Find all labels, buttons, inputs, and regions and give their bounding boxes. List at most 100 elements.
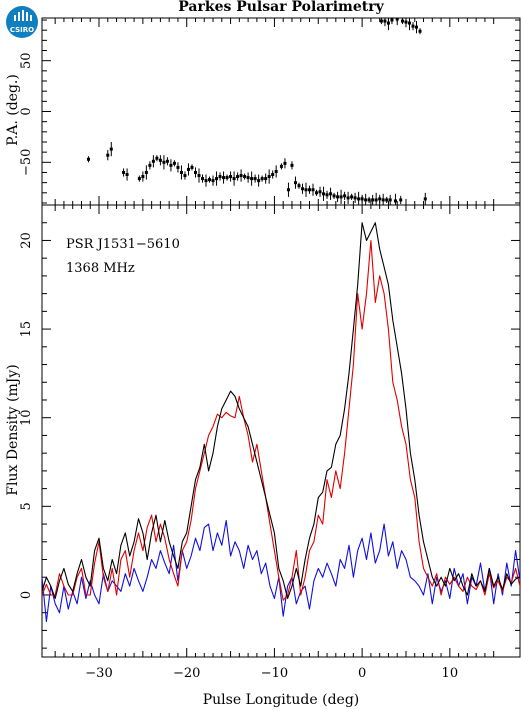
flux-xtick-label: 0 bbox=[358, 666, 366, 681]
pa-point bbox=[407, 21, 411, 25]
pa-point bbox=[343, 194, 347, 198]
pa-point bbox=[381, 198, 385, 202]
flux-lines bbox=[42, 222, 520, 623]
flux-xtick-label: −10 bbox=[261, 666, 288, 681]
pa-point bbox=[122, 170, 126, 174]
pa-point bbox=[274, 169, 278, 173]
pa-point bbox=[385, 198, 389, 202]
pa-point bbox=[148, 163, 152, 167]
pa-point bbox=[151, 159, 155, 163]
pa-point bbox=[404, 20, 408, 24]
flux-frame bbox=[41, 204, 521, 658]
chart-title: Parkes Pulsar Polarimetry bbox=[178, 0, 384, 15]
flux-series-line-0 bbox=[42, 222, 520, 600]
pa-point bbox=[304, 188, 308, 192]
pa-point bbox=[141, 175, 145, 179]
pa-ytick-label: −50 bbox=[19, 149, 34, 176]
flux-xtick-label: −30 bbox=[85, 666, 112, 681]
pa-point bbox=[109, 147, 113, 151]
psr-name-annotation: PSR J1531−5610 bbox=[66, 237, 180, 252]
pa-point bbox=[378, 197, 382, 201]
pa-point bbox=[332, 194, 336, 198]
pa-point bbox=[346, 196, 350, 200]
pa-point bbox=[162, 160, 166, 164]
pa-point bbox=[400, 19, 404, 23]
pa-point bbox=[264, 177, 268, 181]
pa-axis-label: P.A. (deg.) bbox=[5, 74, 21, 146]
pa-point bbox=[279, 164, 283, 168]
pa-point bbox=[155, 156, 159, 160]
pa-point bbox=[137, 177, 141, 181]
pa-point bbox=[311, 188, 315, 192]
pa-point bbox=[158, 158, 162, 162]
pa-point bbox=[329, 192, 333, 196]
pa-point bbox=[215, 177, 219, 181]
pa-point bbox=[350, 195, 354, 199]
pa-point bbox=[197, 174, 201, 178]
pa-point bbox=[201, 177, 205, 181]
pa-point bbox=[374, 198, 378, 202]
pa-point bbox=[395, 18, 399, 21]
pa-points bbox=[86, 18, 427, 205]
pa-point bbox=[271, 173, 275, 177]
pa-point bbox=[125, 173, 129, 177]
pa-point bbox=[388, 198, 392, 202]
flux-series-line-2 bbox=[42, 519, 520, 623]
pa-point bbox=[322, 192, 326, 196]
pa-point bbox=[190, 165, 194, 169]
pa-point bbox=[236, 175, 240, 179]
pa-point bbox=[179, 170, 183, 174]
pa-point bbox=[386, 21, 390, 25]
pa-point bbox=[393, 199, 397, 203]
pa-point bbox=[243, 175, 247, 179]
pa-point bbox=[336, 195, 340, 199]
pa-point bbox=[300, 187, 304, 191]
pa-point bbox=[286, 188, 290, 192]
x-axis-label: Pulse Longitude (deg) bbox=[203, 692, 360, 708]
pa-point bbox=[144, 170, 148, 174]
flux-ytick-label: 10 bbox=[19, 409, 34, 426]
flux-xtick-label: 10 bbox=[442, 666, 459, 681]
pa-point bbox=[357, 197, 361, 201]
pa-point bbox=[250, 177, 254, 181]
pa-point bbox=[253, 177, 257, 181]
pa-point bbox=[290, 163, 294, 167]
pa-point bbox=[208, 178, 212, 182]
pa-point bbox=[364, 198, 368, 202]
csiro-logo-text: CSIRO bbox=[10, 26, 34, 34]
pa-point bbox=[169, 163, 173, 167]
pa-point bbox=[204, 179, 208, 183]
pa-point bbox=[211, 179, 215, 183]
pa-point bbox=[172, 161, 176, 165]
flux-axis-label: Flux Density (mJy) bbox=[5, 364, 21, 495]
pa-point bbox=[423, 197, 427, 201]
pa-point bbox=[176, 165, 180, 169]
pa-point bbox=[283, 161, 287, 165]
pa-point bbox=[418, 29, 422, 33]
csiro-logo: CSIRO bbox=[6, 6, 38, 38]
flux-ytick-label: 15 bbox=[19, 321, 34, 338]
pa-point bbox=[225, 176, 229, 180]
pa-ytick-label: 0 bbox=[19, 107, 34, 115]
pa-point bbox=[218, 175, 222, 179]
pa-point bbox=[193, 170, 197, 174]
pa-point bbox=[86, 157, 90, 161]
flux-ytick-label: 20 bbox=[19, 232, 34, 249]
pa-point bbox=[399, 198, 403, 202]
pa-point bbox=[183, 174, 187, 178]
pa-point bbox=[186, 167, 190, 171]
pa-point bbox=[232, 177, 236, 181]
pa-point bbox=[222, 176, 226, 180]
pa-point bbox=[246, 176, 250, 180]
flux-ytick-label: 0 bbox=[19, 591, 34, 599]
flux-panel: 0 5 10 15 20 −30 −20 −10 0 10 bbox=[19, 204, 521, 681]
pa-point bbox=[371, 198, 375, 202]
pa-point bbox=[367, 198, 371, 202]
pa-point bbox=[293, 181, 297, 185]
pa-point bbox=[390, 18, 394, 22]
pa-point bbox=[257, 179, 261, 183]
pa-point bbox=[383, 19, 387, 23]
flux-series-line-1 bbox=[42, 239, 520, 601]
pa-point bbox=[360, 197, 364, 201]
